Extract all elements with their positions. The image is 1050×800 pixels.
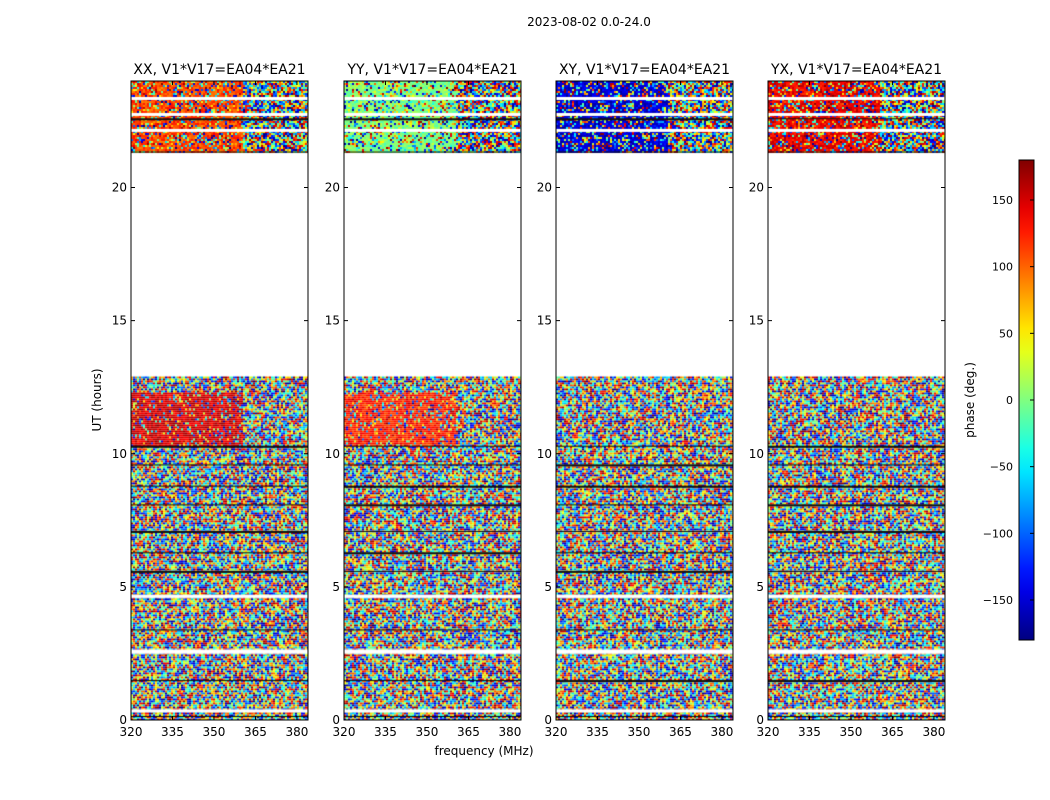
- panel-title: XX, V1*V17=EA04*EA21: [133, 62, 305, 78]
- y-tick-label: 20: [749, 181, 764, 195]
- y-tick-label: 10: [112, 447, 127, 461]
- figure-suptitle: 2023-08-02 0.0-24.0: [527, 15, 651, 29]
- heatmap-panel: YX, V1*V17=EA04*EA21 320 335 350 365 380 0 5 10 1…: [749, 62, 946, 739]
- x-tick-label: 335: [798, 725, 821, 739]
- panel-frame: [343, 80, 522, 721]
- heatmap-image: [131, 81, 308, 720]
- x-tick-label: 380: [922, 725, 945, 739]
- y-tick-label: 20: [537, 181, 552, 195]
- colorbar-tick-label: 0: [1006, 394, 1013, 407]
- y-tick-label: 20: [112, 181, 127, 195]
- x-tick-label: 320: [757, 725, 780, 739]
- x-tick-label: 365: [244, 725, 267, 739]
- x-tick-label: 380: [498, 725, 521, 739]
- y-tick-label: 10: [325, 447, 340, 461]
- x-tick-label: 335: [161, 725, 184, 739]
- x-tick-label: 380: [710, 725, 733, 739]
- y-tick-label: 20: [325, 181, 340, 195]
- x-tick-label: 380: [285, 725, 308, 739]
- colorbar-tick-label: 150: [992, 194, 1013, 207]
- panel-title: XY, V1*V17=EA04*EA21: [559, 62, 730, 78]
- heatmap-panels: XX, V1*V17=EA04*EA21 320 335 350 365 380 0 5 10 1…: [112, 62, 946, 739]
- y-axis-label: UT (hours): [90, 368, 104, 431]
- x-axis-label: frequency (MHz): [434, 744, 533, 758]
- y-tick-label: 15: [749, 314, 764, 328]
- colorbar: phase (deg.) −150 −100 −50 0 50 100 150: [963, 159, 1035, 641]
- x-tick-label: 320: [545, 725, 568, 739]
- y-tick-label: 5: [756, 580, 764, 594]
- y-tick-label: 15: [537, 314, 552, 328]
- panel-title: YY, V1*V17=EA04*EA21: [346, 62, 517, 78]
- y-tick-label: 10: [749, 447, 764, 461]
- heatmap-panel: YY, V1*V17=EA04*EA21 320 335 350 365 380 0 5 10 1…: [325, 62, 522, 739]
- panel-frame: [130, 80, 309, 721]
- heatmap-image: [344, 81, 521, 720]
- y-tick-label: 5: [332, 580, 340, 594]
- colorbar-tick-label: 100: [992, 261, 1013, 274]
- y-tick-label: 5: [544, 580, 552, 594]
- colorbar-tick-label: −50: [990, 461, 1013, 474]
- y-tick-label: 15: [325, 314, 340, 328]
- x-tick-label: 365: [457, 725, 480, 739]
- y-tick-label: 0: [119, 713, 127, 727]
- colorbar-tick-label: −150: [983, 594, 1013, 607]
- heatmap-image: [556, 81, 733, 720]
- x-tick-label: 365: [881, 725, 904, 739]
- y-tick-label: 10: [537, 447, 552, 461]
- x-tick-label: 350: [203, 725, 226, 739]
- x-tick-label: 320: [120, 725, 143, 739]
- y-tick-label: 15: [112, 314, 127, 328]
- panel-frame: [555, 80, 734, 721]
- y-tick-label: 5: [119, 580, 127, 594]
- x-tick-label: 335: [374, 725, 397, 739]
- heatmap-panel: XY, V1*V17=EA04*EA21 320 335 350 365 380 0 5 10 1…: [537, 62, 734, 739]
- x-tick-label: 350: [628, 725, 651, 739]
- x-tick-label: 350: [840, 725, 863, 739]
- panel-title: YX, V1*V17=EA04*EA21: [770, 62, 942, 78]
- colorbar-tick-label: 50: [999, 327, 1013, 340]
- colorbar-label: phase (deg.): [963, 362, 977, 438]
- y-tick-label: 0: [756, 713, 764, 727]
- x-tick-label: 320: [333, 725, 356, 739]
- heatmap-image: [768, 81, 945, 720]
- x-tick-label: 365: [669, 725, 692, 739]
- colorbar-tick-label: −100: [983, 527, 1013, 540]
- x-tick-label: 335: [586, 725, 609, 739]
- y-tick-label: 0: [544, 713, 552, 727]
- heatmap-panel: XX, V1*V17=EA04*EA21 320 335 350 365 380 0 5 10 1…: [112, 62, 309, 739]
- panel-frame: [767, 80, 946, 721]
- y-tick-label: 0: [332, 713, 340, 727]
- x-tick-label: 350: [416, 725, 439, 739]
